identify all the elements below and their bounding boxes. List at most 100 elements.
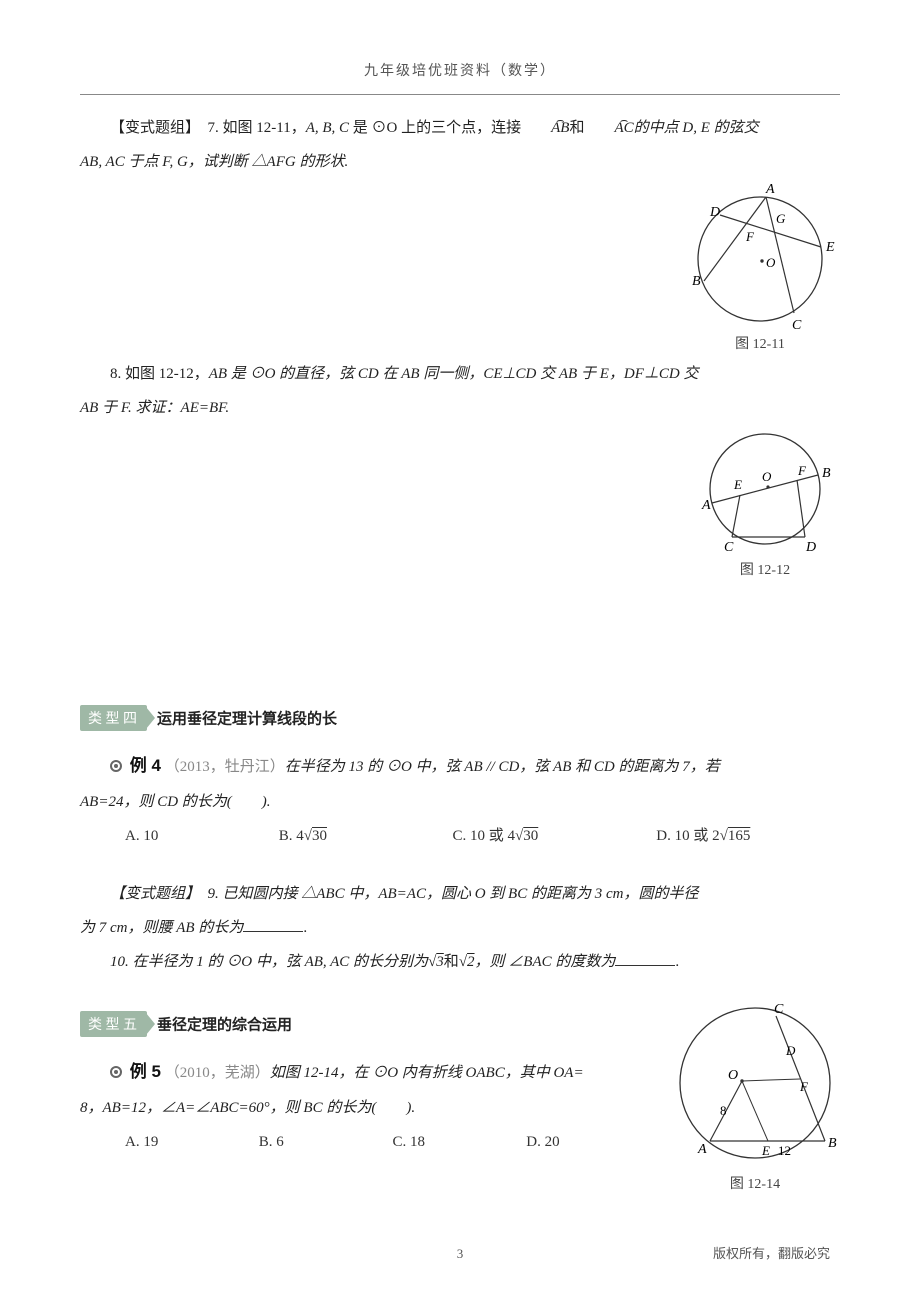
ex4-optD-sqrt: 165 [728,821,751,851]
ex4-optC-sqrt: 30 [523,821,538,851]
p10-mid: 和 [444,954,459,970]
p8-lead: 8. 如图 12-12， [110,366,209,382]
fig14-F: F [799,1079,809,1094]
type-4-tag: 类 型 四 [80,705,147,731]
example-5-label: 例 5 [130,1062,161,1081]
blank-10 [615,953,675,967]
fig11-O: O [766,255,776,270]
example-5: 例 5 （2010，芜湖）如图 12-14，在 ⊙O 内有折线 OABC，其中 … [80,1055,658,1089]
ex4-optA: A. 10 [125,821,275,851]
fig12-E: E [733,477,742,492]
fig14-E: E [761,1143,770,1158]
ex4-optB: B. 4√30 [279,821,449,851]
fig14-O: O [728,1068,738,1083]
problem-9: 【变式题组】 9. 已知圆内接 △ABC 中，AB=AC，圆心 O 到 BC 的… [80,879,840,909]
example-5-line2: 8，AB=12，∠A=∠ABC=60°，则 BC 的长为( ). [80,1093,658,1123]
p10-c: . [675,954,679,970]
fig12-F: F [797,463,807,478]
example-5-options: A. 19 B. 6 C. 18 D. 20 [125,1127,658,1157]
example-5-body: 如图 12-14，在 ⊙O 内有折线 OABC，其中 OA= [270,1065,584,1081]
example-5-source: （2010，芜湖） [165,1065,270,1081]
fig14-A: A [697,1142,707,1157]
ex5-optB: B. 6 [259,1127,389,1157]
p7-abc: A, B, C [306,120,349,136]
ex4-optD-pre: D. 10 或 2 [656,821,719,851]
fig12-O: O [762,469,772,484]
fig11-F: F [745,229,755,244]
copyright-text: 版权所有，翻版必究 [713,1243,830,1262]
p10-s1: 3 [436,954,444,970]
example-4-source: （2013，牡丹江） [165,759,285,775]
example-4-options: A. 10 B. 4√30 C. 10 或 4√30 D. 10 或 2√165 [125,821,840,851]
example-4-line2: AB=24，则 CD 的长为( ). [80,787,840,817]
ex4-optD: D. 10 或 2√165 [656,821,750,851]
page-header: 九年级培优班资料（数学） [80,60,840,80]
bullet-icon [110,760,122,772]
p7-lead: 【变式题组】 7. 如图 12-11， [110,120,306,136]
blank-9 [243,919,303,933]
type-5-row: 类 型 五 垂径定理的综合运用 [80,1011,658,1037]
ex4-optC: C. 10 或 4√30 [453,821,653,851]
figure-12-14-caption: 图 12-14 [670,1173,840,1193]
problem-10: 10. 在半径为 1 的 ⊙O 中，弦 AB, AC 的长分别为√3和√2，则 … [80,947,840,977]
p10-a: 10. 在半径为 1 的 ⊙O 中，弦 AB, AC 的长分别为 [110,954,428,970]
bullet-icon [110,1066,122,1078]
figure-12-11-svg: A B C D E F G O [680,181,840,331]
figure-12-12-caption: 图 12-12 [690,559,840,579]
p9-lead: 【变式题组】 9. 已知圆内接 △ABC 中，AB=AC，圆心 O 到 BC 的… [110,886,698,902]
ex5-optC: C. 18 [393,1127,523,1157]
fig14-C: C [774,1002,784,1017]
p8-line2-text: AB 于 F. 求证：AE=BF. [80,400,229,416]
p9-line2b: . [303,920,307,936]
fig14-D: D [785,1043,796,1058]
example-4: 例 4 （2013，牡丹江）在半径为 13 的 ⊙O 中，弦 AB // CD，… [80,749,840,783]
type-4-row: 类 型 四 运用垂径定理计算线段的长 [80,705,840,731]
problem-7: 【变式题组】 7. 如图 12-11，A, B, C 是 ⊙O 上的三个点，连接… [80,113,840,143]
fig11-C: C [792,318,802,331]
p9-line2a: 为 7 cm，则腰 AB 的长为 [80,920,243,936]
fig12-D: D [805,540,816,555]
figure-12-11-block: A B C D E F G O 图 12-11 [80,181,840,353]
ex5-line2-text: 8，AB=12，∠A=∠ABC=60°，则 BC 的长为( ). [80,1100,415,1116]
ex5-optD: D. 20 [526,1127,559,1157]
type-5-tag: 类 型 五 [80,1011,147,1037]
ex5-optA: A. 19 [125,1127,255,1157]
p7-line2-text: AB, AC 于点 F, G，试判断 △AFG 的形状. [80,154,348,170]
fig12-A: A [701,498,711,513]
example-4-label: 例 4 [130,756,161,775]
header-rule [80,94,840,95]
fig11-B: B [692,274,701,289]
fig11-D: D [709,205,720,220]
fig14-12: 12 [778,1143,791,1158]
page-footer: 3 版权所有，翻版必究 [0,1246,920,1262]
p7-t3: 的中点 D, E 的弦交 [634,120,759,136]
fig14-8: 8 [720,1103,727,1118]
figure-12-11-caption: 图 12-11 [680,333,840,353]
problem-9-line2: 为 7 cm，则腰 AB 的长为. [80,913,840,943]
p7-t2: 是 ⊙O 上的三个点，连接 [349,120,521,136]
problem-8: 8. 如图 12-12，AB 是 ⊙O 的直径，弦 CD 在 AB 同一侧，CE… [80,359,840,389]
type-5-title: 垂径定理的综合运用 [157,1018,292,1034]
fig14-B: B [828,1136,837,1151]
fig11-E: E [825,240,835,255]
problem-7-line2: AB, AC 于点 F, G，试判断 △AFG 的形状. [80,147,840,177]
problem-8-line2: AB 于 F. 求证：AE=BF. [80,393,840,423]
example-4-body: 在半径为 13 的 ⊙O 中，弦 AB // CD，弦 AB 和 CD 的距离为… [285,759,720,775]
ex4-optB-sqrt: 30 [312,821,327,851]
figure-12-14-svg: O A B C D E F 8 12 [670,1001,840,1171]
fig11-G: G [776,211,786,226]
ex4-optB-pre: B. 4 [279,821,304,851]
fig12-C: C [724,540,734,555]
p10-b: ，则 ∠BAC 的度数为 [475,954,616,970]
ex4-line2-text: AB=24，则 CD 的长为( ). [80,794,271,810]
figure-12-12-svg: A B C D E F O [690,427,840,557]
type-4-title: 运用垂径定理计算线段的长 [157,712,337,728]
p10-s2: 2 [467,954,475,970]
p7-mid: 和 [569,120,584,136]
fig11-A: A [765,182,775,197]
figure-12-12-block: A B C D E F O 图 12-12 [80,427,840,579]
p8-body: AB 是 ⊙O 的直径，弦 CD 在 AB 同一侧，CE⊥CD 交 AB 于 E… [209,366,699,382]
type-5-section: 类 型 五 垂径定理的综合运用 例 5 （2010，芜湖）如图 12-14，在 … [80,1001,840,1193]
fig12-B: B [822,466,831,481]
figure-12-14-block: O A B C D E F 8 12 图 12-14 [670,1001,840,1193]
